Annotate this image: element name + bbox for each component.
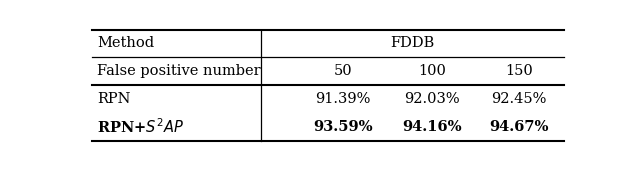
Text: 94.67%: 94.67%: [489, 120, 548, 134]
Text: 92.45%: 92.45%: [492, 92, 547, 106]
Text: 150: 150: [505, 64, 533, 78]
Text: RPN: RPN: [97, 92, 131, 106]
Text: 93.59%: 93.59%: [313, 120, 372, 134]
Text: 50: 50: [333, 64, 352, 78]
Text: 92.03%: 92.03%: [404, 92, 460, 106]
Text: Method: Method: [97, 37, 154, 50]
Text: False positive number: False positive number: [97, 64, 261, 78]
Text: 100: 100: [418, 64, 446, 78]
Text: 94.16%: 94.16%: [403, 120, 462, 134]
Text: FDDB: FDDB: [390, 37, 435, 50]
Text: 91.39%: 91.39%: [315, 92, 371, 106]
Text: RPN+$S^2AP$: RPN+$S^2AP$: [97, 118, 184, 136]
